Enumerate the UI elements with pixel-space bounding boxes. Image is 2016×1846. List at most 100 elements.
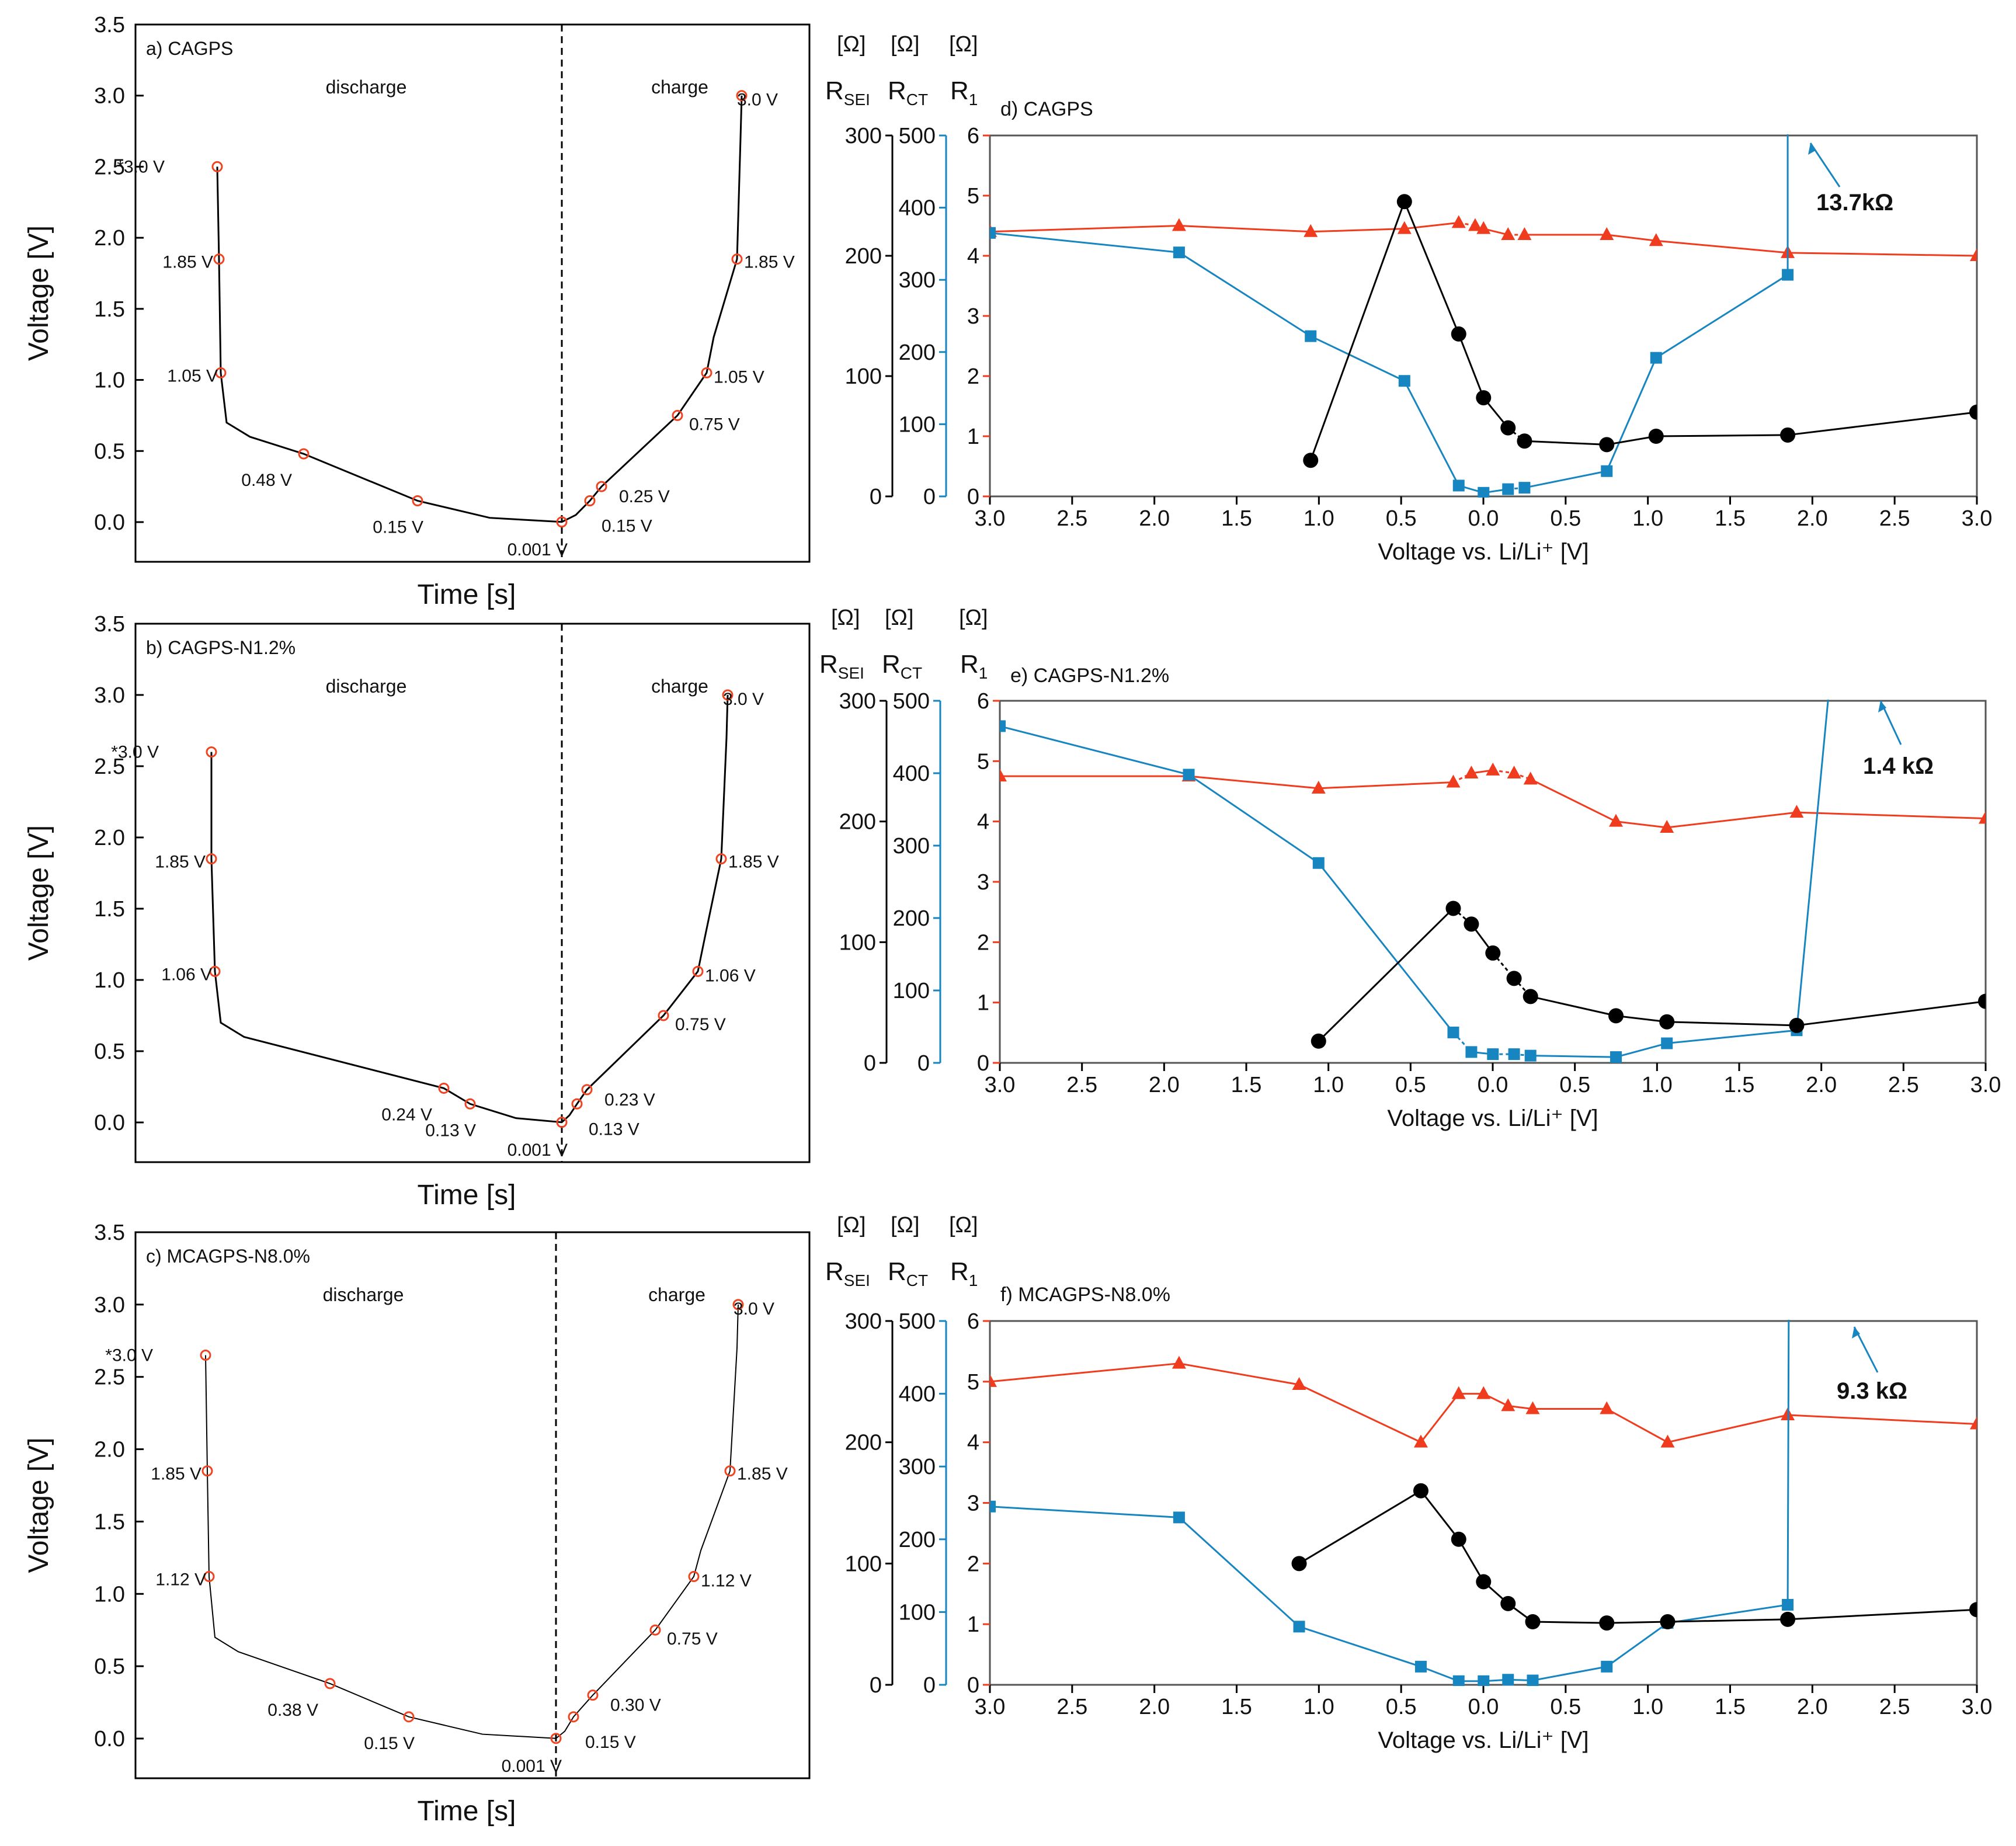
x-tick-label: 1.0 <box>1304 506 1334 531</box>
rct-marker <box>1650 352 1662 364</box>
r1-segment <box>1404 221 1459 230</box>
discharge-point-label: 0.48 V <box>241 471 292 490</box>
r1-tick-label: 6 <box>967 124 979 148</box>
x-tick-label: 2.0 <box>1149 1073 1180 1097</box>
rct-marker <box>1527 1674 1539 1686</box>
rct-segment <box>1000 725 1189 776</box>
rsei-marker <box>1413 1483 1428 1499</box>
rct-segment <box>1318 862 1454 1033</box>
rct-marker <box>1305 330 1317 342</box>
rct-tick-label: 200 <box>899 340 936 365</box>
y-tick-label: 0.0 <box>94 1727 125 1751</box>
rsei-tick-label: 0 <box>864 1051 876 1076</box>
r1-marker <box>1970 1416 1977 1430</box>
impedance-panel-3: 3.0 2.5 2.0 1.5 1.0 0.5 0.0 0.5 1.0 1.5 2.0 2.5 3.0 V… <box>825 1213 1992 1753</box>
rct-segment <box>1795 700 1829 1031</box>
voltage-panel-3: 0.0 0.5 1.0 1.5 2.0 2.5 3.0 3.5 Voltage [V] Time … <box>23 1221 811 1827</box>
rsei-tick-label: 200 <box>845 244 882 269</box>
rct-marker <box>1312 857 1325 869</box>
x-tick-label: 0.0 <box>1468 506 1499 531</box>
r1-segment <box>1530 778 1617 823</box>
r1-marker <box>1507 766 1521 778</box>
r1-segment <box>1188 775 1319 790</box>
charge-point-label: 0.15 V <box>585 1733 636 1752</box>
x-tick-label: 1.5 <box>1231 1073 1262 1097</box>
charge-point-label: 1.85 V <box>728 853 779 872</box>
r1-marker <box>1600 227 1614 240</box>
rct-segment <box>1178 1517 1300 1628</box>
x-axis-label: Voltage vs. Li/Li⁺ [V] <box>1378 1727 1589 1753</box>
rct-marker <box>990 227 996 239</box>
rsei-marker <box>1396 194 1412 210</box>
rsei-tick-label: 200 <box>845 1431 882 1455</box>
rct-tick-label: 500 <box>899 124 936 148</box>
r1-segment <box>1420 1393 1459 1443</box>
r1-segment <box>1615 821 1667 829</box>
rsei-marker <box>1311 1033 1326 1049</box>
x-tick-label: 2.5 <box>1888 1073 1919 1097</box>
discharge-point-label: 0.001 V <box>508 540 568 559</box>
r1-tick-label: 4 <box>977 810 989 835</box>
rsei-marker <box>1517 433 1532 449</box>
r1-marker <box>1311 780 1326 794</box>
rsei-marker <box>1599 437 1615 453</box>
x-tick-label: 1.0 <box>1632 506 1663 531</box>
r1-marker <box>990 1374 997 1387</box>
rsei-marker <box>1476 390 1492 406</box>
rsei-tick-label: 200 <box>839 810 876 835</box>
rct-segment <box>1786 1320 1790 1605</box>
x-tick-label: 0.5 <box>1395 1073 1426 1097</box>
charge-point-marker <box>596 481 607 492</box>
discharge-point-marker <box>556 1117 568 1128</box>
x-tick-label: 3.0 <box>985 1073 1016 1097</box>
r1-marker <box>1501 1398 1516 1412</box>
rsei-marker <box>1660 1614 1676 1630</box>
series-group <box>1000 700 1986 1063</box>
rct-tick-label: 0 <box>923 485 936 509</box>
charge-point-marker <box>692 965 704 977</box>
discharge-point-marker <box>213 253 225 265</box>
rsei-marker <box>1303 453 1319 468</box>
rct-segment <box>1667 1029 1797 1045</box>
rct-marker <box>1601 1660 1613 1673</box>
rsei-segment <box>1606 435 1657 446</box>
rsei-marker <box>1445 901 1461 916</box>
x-tick-label: 0.5 <box>1386 506 1417 531</box>
rct-marker <box>1465 1046 1478 1058</box>
discharge-point-label: *3.0 V <box>117 157 165 176</box>
discharge-point-label: 0.001 V <box>502 1757 562 1776</box>
r1-tick-label: 0 <box>967 485 979 509</box>
charge-point-label: 0.13 V <box>589 1120 639 1139</box>
rsei-marker <box>1969 1602 1977 1618</box>
rct-tick-label: 500 <box>893 689 930 714</box>
x-tick-label: 2.5 <box>1056 1695 1087 1719</box>
x-tick-label: 2.0 <box>1806 1073 1837 1097</box>
x-tick-label: 2.0 <box>1797 506 1828 531</box>
x-tick-label: 0.5 <box>1550 506 1581 531</box>
rsei-tick-label: 100 <box>839 930 876 955</box>
y-tick-label: 0.0 <box>94 510 125 535</box>
r1-unit: [Ω] <box>959 606 988 630</box>
charge-point-marker <box>688 1571 700 1583</box>
charge-point-marker <box>587 1689 599 1701</box>
panel-title: b) CAGPS-N1.2% <box>146 637 296 658</box>
rct-unit: [Ω] <box>885 606 914 630</box>
x-axis-label: Voltage vs. Li/Li⁺ [V] <box>1387 1105 1598 1131</box>
r1-segment <box>1606 1408 1669 1443</box>
rsei-marker <box>1648 429 1664 444</box>
x-tick-label: 1.5 <box>1221 506 1252 531</box>
discharge-point-label: 0.15 V <box>373 517 423 537</box>
y-tick-label: 1.0 <box>94 1582 125 1607</box>
charge-point-marker <box>731 253 743 265</box>
y-tick-label: 3.5 <box>94 612 125 637</box>
rct-segment <box>1403 380 1460 486</box>
charge-point-label: 1.05 V <box>714 367 764 387</box>
annotation-label: 9.3 kΩ <box>1837 1378 1907 1404</box>
rsei-tick-label: 0 <box>870 1673 882 1698</box>
rct-tick-label: 100 <box>899 412 936 437</box>
r1-segment <box>1298 1383 1421 1444</box>
rsei-segment <box>1667 1618 1788 1623</box>
r1-segment <box>1311 228 1405 233</box>
region-label-discharge: discharge <box>323 1284 404 1305</box>
rsei-tick-label: 100 <box>845 364 882 389</box>
